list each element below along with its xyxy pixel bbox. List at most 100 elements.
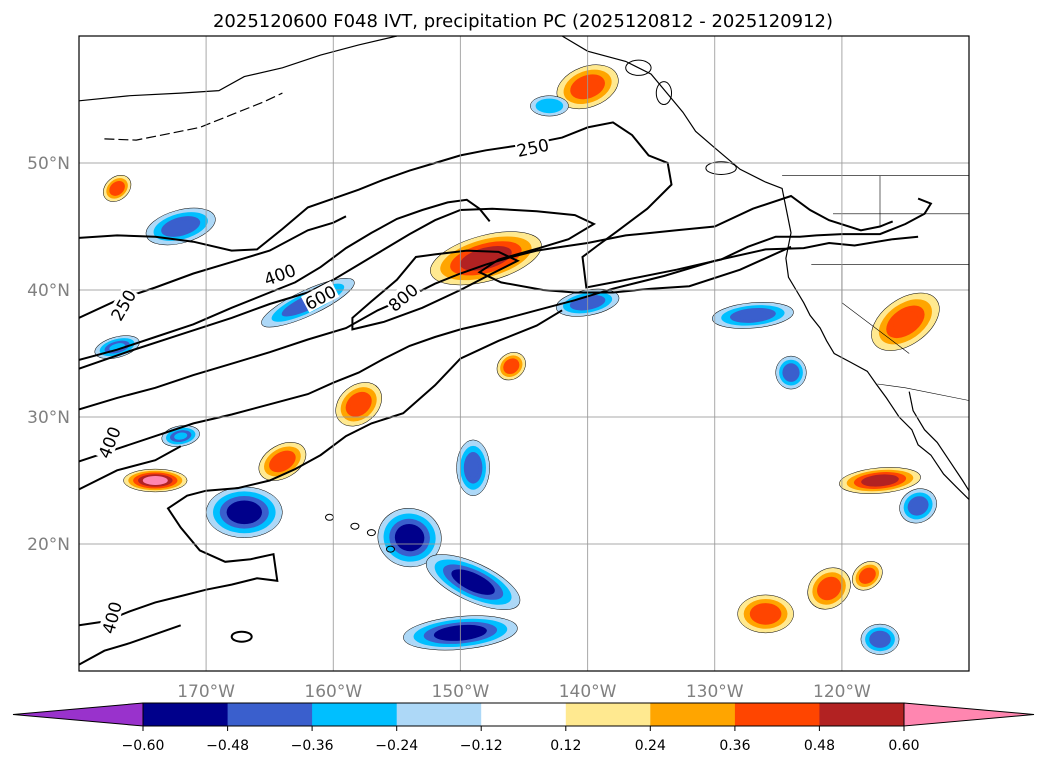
precip-shade <box>459 574 487 590</box>
coastal-island <box>625 59 652 76</box>
hawaiian-island <box>366 529 376 537</box>
precip-cell <box>807 567 851 610</box>
precipitation-pc-shading <box>94 64 940 655</box>
precip-cell <box>335 382 382 427</box>
latitude-label: 50°N <box>27 154 70 174</box>
contour-label-gap <box>98 598 125 637</box>
precip-cell <box>377 508 442 568</box>
precip-cell <box>145 207 216 246</box>
latitude-label: 20°N <box>27 535 70 555</box>
colorbar-tick-label: −0.60 <box>122 738 165 754</box>
chart-title: 2025120600 F048 IVT, precipitation PC (2… <box>213 11 833 32</box>
precip-shade <box>400 529 419 546</box>
precip-shade <box>506 361 517 371</box>
precip-shade <box>893 311 918 332</box>
colorbar-segment <box>819 703 905 726</box>
precip-cell <box>123 468 188 493</box>
precip-cell <box>899 488 937 524</box>
lat-lon-gridlines <box>79 36 969 671</box>
precip-shade <box>147 477 163 484</box>
ivt-400-outer <box>79 194 894 411</box>
precip-cell <box>712 302 794 329</box>
colorbar-segment <box>734 703 820 726</box>
colorbar-tick-label: −0.48 <box>206 738 249 754</box>
precip-cell <box>426 554 521 610</box>
contour-label-gap <box>106 285 139 324</box>
precip-shade <box>738 310 768 320</box>
precip-shade <box>873 634 887 645</box>
precip-cell <box>737 594 794 634</box>
coastal-island <box>655 81 673 106</box>
colorbar-tick-label: 0.12 <box>550 738 581 754</box>
colorbar-extend-low <box>12 702 144 727</box>
ivt-800 <box>351 249 520 331</box>
ivt-250-lower <box>79 445 182 491</box>
colorbar-tick-label: −0.24 <box>375 738 418 754</box>
precip-cell <box>530 95 569 117</box>
precip-cell <box>456 439 490 496</box>
longitude-label: 150°W <box>432 682 490 702</box>
precip-shade <box>233 505 256 520</box>
precip-cell <box>852 561 883 591</box>
hawaiian-island <box>386 545 395 553</box>
precip-shade <box>755 607 776 621</box>
precip-cell <box>103 174 132 202</box>
precip-shade <box>467 458 479 478</box>
coastlines-and-borders <box>79 36 969 553</box>
colorbar-tick-label: 0.36 <box>719 738 750 754</box>
precip-cell <box>775 355 807 390</box>
colorbar-tick-label: −0.36 <box>291 738 334 754</box>
colorbar-tick-label: −0.12 <box>460 738 503 754</box>
colorbar-segment <box>227 703 313 726</box>
map-frame <box>78 35 970 672</box>
precip-shade <box>112 183 122 193</box>
colorbar-tick-label: 0.48 <box>804 738 835 754</box>
longitude-label: 140°W <box>559 682 617 702</box>
longitude-label: 120°W <box>813 682 871 702</box>
hawaiian-island <box>350 522 360 530</box>
alaska-coastline <box>79 36 398 102</box>
colorbar: −0.60 −0.48 −0.36 −0.24 −0.12 0.12 0.24 0.36 0.4… <box>12 702 1035 754</box>
precip-cell <box>496 352 526 381</box>
latitude-label: 40°N <box>27 281 70 301</box>
ivt-600 <box>79 207 792 370</box>
contour-label-gap <box>93 422 124 462</box>
ivt-250-north <box>79 121 933 289</box>
ivt-250-bottom <box>79 624 182 666</box>
colorbar-segment <box>143 703 229 726</box>
colorbar-segment <box>565 703 651 726</box>
precip-shade <box>868 476 892 485</box>
ivt-400-lower <box>79 309 563 627</box>
precip-shade <box>274 454 291 469</box>
precip-cell <box>839 467 921 494</box>
colorbar-outline <box>142 702 905 727</box>
latitude-label: 30°N <box>27 408 70 428</box>
precip-shade <box>174 432 188 440</box>
colorbar-segment <box>312 703 398 726</box>
longitude-label: 160°W <box>304 682 362 702</box>
colorbar-tick-label: 0.60 <box>888 738 919 754</box>
coastal-island <box>705 161 737 175</box>
north-america-coastline <box>561 36 969 500</box>
aleutian-islands <box>104 92 283 141</box>
contour-label-gap <box>514 134 552 160</box>
precip-shade <box>350 396 367 412</box>
longitude-label: 130°W <box>686 682 744 702</box>
contour-label-gap <box>260 259 299 289</box>
colorbar-extend-high <box>903 702 1035 727</box>
latitude-labels: 20°N 30°N 40°N 50°N <box>27 154 70 555</box>
precip-cell <box>258 442 307 481</box>
precip-shade <box>168 220 193 233</box>
colorbar-tick-label: 0.24 <box>635 738 666 754</box>
colorbar-segment <box>396 703 482 726</box>
precip-shade <box>862 570 873 581</box>
precip-cell <box>860 623 900 655</box>
precip-shade <box>821 581 837 596</box>
contour-label-gap <box>300 280 340 313</box>
contour-label-gap <box>383 279 422 315</box>
precip-cell <box>871 292 940 351</box>
ivt-400-small-loop <box>230 630 253 643</box>
colorbar-segment <box>481 703 567 726</box>
precip-shade <box>911 499 925 512</box>
